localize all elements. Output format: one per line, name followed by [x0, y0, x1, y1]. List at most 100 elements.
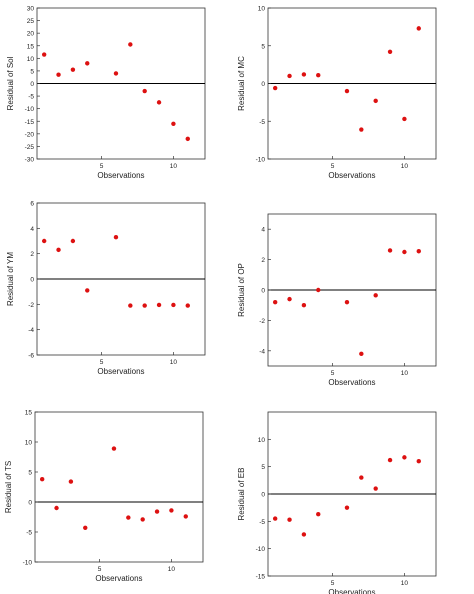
- data-point: [402, 116, 407, 122]
- y-axis-label: Residual of YM: [6, 252, 15, 306]
- y-axis-label: Residual of EB: [237, 468, 246, 521]
- y-tick-label: 10: [258, 6, 266, 13]
- y-tick-label: 10: [27, 56, 35, 63]
- y-tick-label: -4: [28, 327, 34, 334]
- data-point: [142, 88, 147, 94]
- data-point: [128, 303, 133, 308]
- data-point: [126, 515, 131, 520]
- y-tick-label: -2: [28, 302, 34, 309]
- y-tick-label: 15: [27, 43, 35, 50]
- y-tick-label: -15: [25, 119, 35, 126]
- y-tick-label: -2: [259, 318, 265, 325]
- data-point: [387, 49, 393, 54]
- data-point: [113, 235, 119, 240]
- x-tick-label: 5: [100, 359, 104, 366]
- x-axis-label: Observations: [97, 171, 144, 180]
- residual-panel: -15 -10 -5 0 5 10 5 10 Observations Residual of E…: [237, 411, 437, 594]
- data-point: [416, 26, 421, 31]
- x-tick-label: 10: [401, 580, 409, 587]
- data-point: [128, 42, 133, 47]
- data-point: [111, 446, 117, 451]
- y-tick-label: 4: [30, 226, 34, 233]
- data-point: [56, 247, 61, 253]
- data-point: [316, 287, 321, 293]
- data-point: [416, 249, 421, 254]
- data-point: [344, 505, 350, 510]
- y-tick-label: 0: [28, 500, 32, 507]
- data-point: [140, 517, 145, 522]
- data-point: [171, 302, 176, 308]
- data-point: [359, 351, 364, 357]
- data-point: [169, 508, 174, 513]
- data-point: [287, 517, 292, 522]
- data-point: [359, 475, 364, 480]
- residual-panel: -10 -5 0 5 10 5 10 Observations Residual of MC: [237, 6, 437, 180]
- x-tick-label: 5: [331, 370, 335, 377]
- y-tick-label: -6: [28, 353, 34, 360]
- y-tick-label: -30: [25, 157, 35, 164]
- y-tick-label: 20: [27, 31, 35, 38]
- data-point: [272, 85, 278, 91]
- data-point: [416, 459, 421, 464]
- data-point: [359, 127, 364, 132]
- data-point: [387, 457, 393, 463]
- x-tick-label: 5: [100, 163, 104, 170]
- residual-panel: -30 -25 -20 -15 -10 -5 0 5 10 15 20 25 30 5 10 Observat…: [6, 6, 206, 180]
- data-point: [185, 136, 190, 142]
- y-tick-label: -25: [25, 144, 35, 151]
- data-point: [70, 238, 76, 244]
- data-point: [156, 100, 162, 105]
- residual-panel: -4 -2 0 2 4 5 10 Observations Residual of OP: [237, 213, 437, 387]
- y-tick-label: -4: [259, 348, 265, 355]
- y-tick-label: 10: [258, 437, 266, 444]
- y-tick-label: 30: [27, 6, 35, 13]
- y-tick-label: 25: [27, 18, 35, 25]
- data-point: [287, 296, 292, 302]
- y-tick-label: -10: [256, 546, 266, 553]
- data-point: [171, 121, 176, 126]
- data-point: [344, 88, 350, 94]
- y-tick-label: -5: [28, 94, 34, 101]
- y-tick-label: 2: [261, 257, 265, 264]
- x-tick-label: 10: [168, 566, 176, 573]
- data-point: [373, 98, 378, 104]
- x-tick-label: 10: [401, 163, 409, 170]
- data-point: [316, 72, 321, 78]
- y-tick-label: -5: [259, 119, 265, 126]
- data-point: [85, 61, 90, 66]
- y-tick-label: 0: [261, 288, 265, 295]
- data-point: [70, 67, 76, 72]
- data-point: [113, 71, 119, 76]
- x-tick-label: 10: [401, 370, 409, 377]
- y-tick-label: -15: [256, 574, 266, 581]
- x-tick-label: 10: [170, 163, 178, 170]
- data-point: [39, 477, 45, 482]
- x-axis-label: Observations: [328, 171, 375, 180]
- y-tick-label: 15: [25, 410, 33, 417]
- data-point: [272, 299, 278, 305]
- data-point: [41, 238, 47, 244]
- y-tick-label: 5: [28, 470, 32, 477]
- data-point: [402, 455, 407, 460]
- data-point: [183, 514, 188, 519]
- data-point: [156, 302, 162, 308]
- plot-frame: [34, 411, 204, 563]
- y-tick-label: 2: [30, 251, 34, 258]
- x-tick-label: 5: [98, 566, 102, 573]
- y-tick-label: 0: [261, 492, 265, 499]
- data-point: [316, 512, 321, 517]
- y-axis-label: Residual of MC: [237, 56, 246, 111]
- data-point: [344, 299, 350, 305]
- x-tick-label: 5: [331, 580, 335, 587]
- y-tick-label: 0: [30, 277, 34, 284]
- y-tick-label: 0: [261, 81, 265, 88]
- x-axis-label: Observations: [97, 367, 144, 376]
- x-axis-label: Observations: [328, 588, 375, 594]
- data-point: [68, 479, 74, 484]
- data-point: [373, 486, 378, 491]
- data-point: [301, 72, 307, 77]
- data-point: [56, 72, 61, 77]
- data-point: [301, 303, 307, 308]
- residual-panel: -6 -4 -2 0 2 4 6 5 10 Observations Residual of YM: [6, 201, 206, 376]
